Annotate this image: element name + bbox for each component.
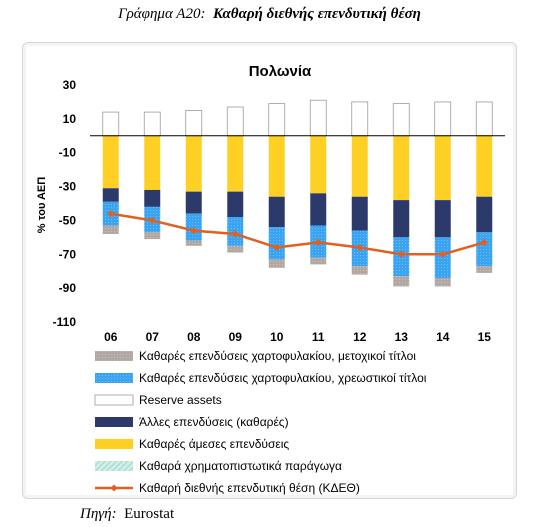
y-tick-label: -110	[53, 315, 77, 329]
niip-point	[107, 210, 115, 218]
bars	[102, 99, 493, 287]
legend-swatch-portfolio-equity	[95, 351, 133, 361]
legend-swatch-reserve-assets	[94, 394, 134, 406]
x-tick-label: 06	[104, 330, 118, 344]
bar-fdi	[144, 135, 161, 190]
bar-other-investment	[351, 196, 368, 231]
bar-portfolio-equity	[268, 259, 285, 268]
niip-point	[190, 227, 198, 235]
y-tick-label: -70	[59, 247, 77, 261]
y-tick-label: 30	[63, 78, 77, 92]
bar-fdi	[434, 135, 451, 201]
figure-prefix: Γράφημα Α20:	[118, 6, 206, 22]
legend: Καθαρές επενδύσεις χαρτοφυλακίου, μετοχι…	[94, 349, 427, 495]
legend-swatch-portfolio-debt	[95, 373, 133, 383]
bar-other-investment	[102, 188, 119, 202]
bar-reserve-assets	[143, 111, 161, 137]
bar-reserve-assets	[102, 111, 120, 137]
bar-other-investment	[310, 193, 327, 226]
x-tick-label: 12	[353, 330, 367, 344]
bar-other-investment	[144, 189, 161, 207]
bar-other-investment	[393, 200, 410, 238]
bar-fdi	[476, 135, 493, 197]
legend-label: Καθαρή διεθνής επενδυτική θέση (ΚΔΕΘ)	[139, 481, 360, 495]
niip-point	[231, 230, 239, 238]
bar-other-investment	[434, 200, 451, 238]
source-value: Eurostat	[124, 506, 175, 522]
bar-other-investment	[476, 196, 493, 233]
niip-point	[273, 244, 281, 252]
y-tick-label: -10	[59, 146, 77, 160]
bar-reserve-assets	[185, 109, 203, 137]
y-tick-label: -50	[59, 213, 77, 227]
bar-other-investment	[227, 191, 244, 218]
x-tick-label: 10	[270, 330, 284, 344]
x-tick-label: 07	[146, 330, 160, 344]
bar-other-investment	[185, 191, 202, 214]
figure-title: Γράφημα Α20: Καθαρή διεθνής επενδυτική θ…	[0, 6, 539, 23]
niip-point	[439, 250, 447, 258]
bar-reserve-assets	[351, 101, 369, 137]
legend-label: Καθαρά χρηματοπιστωτικά παράγωγα	[139, 459, 342, 473]
niip-point	[314, 238, 322, 246]
legend-swatch-other-investment	[95, 417, 133, 427]
niip-point	[480, 238, 488, 246]
x-tick-label: 08	[187, 330, 201, 344]
bar-reserve-assets	[309, 99, 327, 137]
bar-other-investment	[268, 196, 285, 228]
y-axis-label: % του ΑΕΠ	[36, 177, 48, 233]
bar-portfolio-equity	[434, 277, 451, 287]
legend-label: Reserve assets	[139, 393, 222, 407]
bar-portfolio-equity	[144, 232, 161, 240]
niip-line-series	[107, 210, 488, 258]
source-label: Πηγή:	[80, 506, 117, 522]
bar-fdi	[102, 135, 119, 189]
bar-fdi	[351, 135, 368, 197]
y-tick-label: 10	[63, 112, 77, 126]
bar-portfolio-equity	[310, 257, 327, 265]
bar-fdi	[227, 135, 244, 192]
bar-portfolio-debt	[476, 232, 493, 267]
niip-point	[397, 250, 405, 258]
niip-line	[110, 212, 485, 256]
bar-portfolio-equity	[102, 225, 119, 234]
bar-reserve-assets	[434, 101, 452, 137]
x-tick-label: 13	[395, 330, 409, 344]
bar-portfolio-debt	[268, 227, 285, 260]
bar-portfolio-equity	[393, 276, 410, 287]
bar-fdi	[310, 135, 327, 194]
bar-reserve-assets	[475, 101, 493, 137]
legend-label: Άλλες επενδύσεις (καθαρές)	[139, 415, 289, 429]
bar-fdi	[393, 135, 410, 201]
bar-portfolio-equity	[185, 240, 202, 246]
figure-title-text: Καθαρή διεθνής επενδυτική θέση	[212, 6, 421, 22]
source-note: Πηγή: Eurostat	[80, 506, 174, 523]
x-tick-label: 11	[312, 330, 325, 344]
bar-fdi	[268, 135, 285, 197]
legend-label: Καθαρές επενδύσεις χαρτοφυλακίου, χρεωστ…	[139, 371, 427, 385]
bar-fdi	[185, 135, 202, 192]
legend-label: Καθαρές επενδύσεις χαρτοφυλακίου, μετοχι…	[139, 349, 416, 363]
x-tick-label: 15	[478, 330, 492, 344]
bar-reserve-assets	[268, 103, 286, 137]
legend-swatch-fdi	[95, 439, 133, 449]
bar-portfolio-equity	[227, 245, 244, 253]
niip-point	[356, 244, 364, 252]
legend-label: Καθαρές άμεσες επενδύσεις	[139, 437, 289, 451]
x-tick-labels: 06 07 08 09 10 11 12 13 14 15	[104, 330, 491, 344]
bar-portfolio-equity	[351, 266, 368, 275]
bar-portfolio-equity	[476, 266, 493, 273]
x-tick-label: 14	[436, 330, 450, 344]
x-tick-label: 09	[229, 330, 243, 344]
legend-marker-niip	[110, 484, 118, 492]
chart-title: Πολωνία	[249, 63, 312, 80]
y-tick-label: -90	[59, 281, 77, 295]
y-tick-label: -30	[59, 180, 77, 194]
legend-swatch-derivatives	[95, 461, 133, 471]
bar-reserve-assets	[226, 106, 244, 137]
y-tick-labels: 30 10 -10 -30 -50 -70 -90 -110	[53, 78, 77, 329]
niip-point	[148, 216, 156, 224]
bar-reserve-assets	[392, 103, 410, 137]
